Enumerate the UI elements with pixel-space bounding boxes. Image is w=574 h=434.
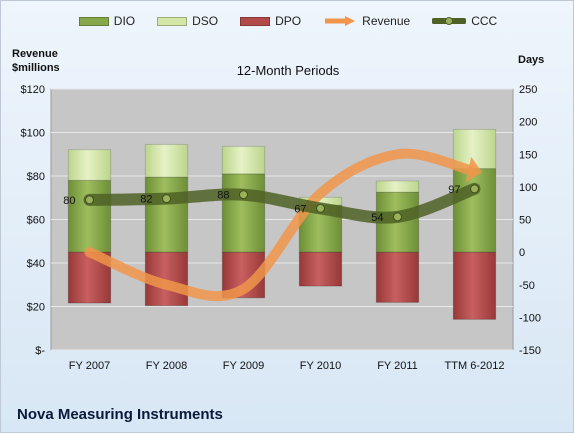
left-tick-label: $- [35, 345, 45, 357]
bar-dso [221, 145, 266, 175]
ccc-data-label: 54 [371, 212, 383, 224]
bar-dio [67, 179, 112, 253]
left-tick-label: $20 [27, 302, 45, 314]
ccc-point [239, 190, 248, 200]
ccc-point [470, 184, 479, 194]
legend-label-dso: DSO [192, 14, 219, 28]
chart-subtitle: 12-Month Periods [236, 63, 340, 78]
category-label: FY 2009 [223, 360, 264, 372]
legend-item-dso: DSO [157, 14, 218, 28]
ccc-line [83, 182, 481, 224]
right-tick-label: 0 [519, 247, 525, 259]
left-tick-label: $100 [21, 128, 45, 140]
legend-swatch-dio [78, 16, 109, 26]
legend-item-ccc: CCC [432, 14, 497, 28]
ccc-data-label: 88 [217, 190, 229, 202]
left-axis-title: Revenue $millions [12, 47, 60, 75]
bar-dso [375, 180, 420, 193]
bar-dio [144, 176, 189, 253]
right-tick-label: 200 [519, 117, 537, 129]
left-tick-label: $40 [27, 258, 45, 270]
bar-dpo [298, 251, 343, 287]
left-axis-title-line1: Revenue [12, 48, 58, 60]
ccc-point [85, 195, 94, 205]
legend-item-dpo: DPO [240, 14, 301, 28]
bar-dpo [452, 251, 497, 320]
bar-dio [221, 173, 266, 253]
ccc-point [162, 194, 171, 204]
right-tick-label: -50 [519, 280, 535, 292]
ccc-point [316, 203, 325, 213]
left-tick-label: $80 [27, 171, 45, 183]
legend-label-ccc: CCC [471, 14, 498, 28]
left-axis-title-line2: $millions [12, 62, 60, 74]
bar-dpo [375, 251, 420, 303]
right-tick-label: -100 [519, 312, 541, 324]
legend: DIO DSO DPO Revenue CCC [1, 14, 574, 28]
category-label: FY 2008 [146, 360, 187, 372]
bar-dio [452, 168, 497, 253]
category-label: FY 2007 [69, 360, 110, 372]
legend-swatch-dso [157, 16, 188, 26]
legend-ccc-icon [432, 17, 467, 25]
bar-dso [67, 149, 112, 181]
right-tick-label: 150 [519, 149, 537, 161]
category-label: TTM 6-2012 [445, 360, 505, 372]
legend-item-revenue: Revenue [323, 14, 410, 28]
category-label: FY 2011 [377, 360, 418, 372]
ccc-data-label: 82 [140, 194, 152, 206]
right-tick-label: -150 [519, 345, 541, 357]
legend-item-dio: DIO [78, 14, 136, 28]
ccc-data-label: 97 [448, 184, 460, 196]
category-label: FY 2010 [300, 360, 341, 372]
left-tick-label: $120 [21, 84, 45, 96]
right-tick-label: 50 [519, 215, 531, 227]
company-name: Nova Measuring Instruments [17, 406, 223, 423]
ccc-data-label: 80 [63, 195, 75, 207]
legend-arrow-icon [325, 16, 356, 26]
legend-label-dpo: DPO [275, 14, 302, 28]
right-tick-label: 100 [519, 182, 537, 194]
bar-dso [144, 143, 189, 178]
ccc-point [393, 212, 402, 222]
legend-label-dio: DIO [113, 14, 136, 28]
left-tick-label: $60 [27, 215, 45, 227]
legend-label-revenue: Revenue [362, 14, 411, 28]
ccc-data-label: 67 [294, 203, 306, 215]
legend-swatch-dpo [240, 16, 271, 26]
revenue-line [84, 148, 474, 302]
right-tick-label: 250 [519, 84, 537, 96]
revenue-arrow-head [465, 156, 483, 183]
right-axis-title: Days [518, 54, 545, 66]
